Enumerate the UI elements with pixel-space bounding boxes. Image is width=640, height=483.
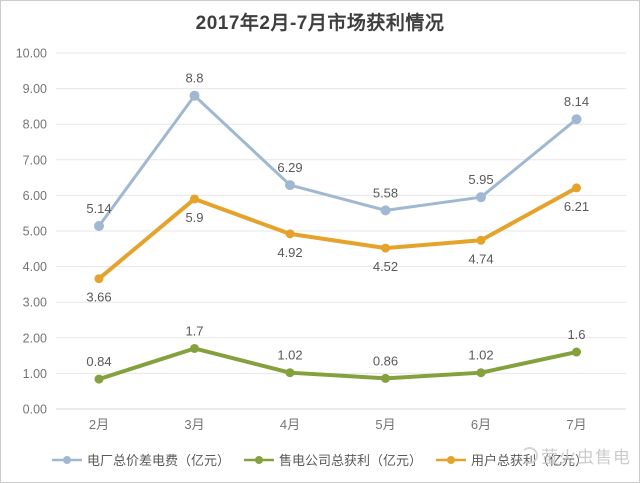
x-axis-category-label: 2月 — [89, 417, 109, 432]
data-point-marker — [476, 368, 486, 378]
legend-item-retailer-profit: 售电公司总获利（亿元） — [243, 450, 422, 469]
data-point-marker — [189, 90, 200, 101]
data-point-label: 8.8 — [185, 71, 203, 86]
y-axis-tick-label: 3.00 — [23, 296, 47, 310]
data-point-marker — [94, 374, 104, 384]
data-point-marker — [572, 347, 581, 357]
data-point-label: 0.84 — [86, 354, 111, 369]
data-point-marker — [476, 235, 486, 245]
y-axis-tick-label: 7.00 — [23, 153, 47, 167]
data-point-label: 4.92 — [277, 245, 302, 260]
data-point-label: 1.02 — [468, 348, 493, 363]
data-point-label: 5.9 — [185, 210, 203, 225]
data-point-label: 1.6 — [567, 327, 585, 342]
data-point-marker — [94, 274, 104, 284]
chart-title: 2017年2月-7月市场获利情况 — [195, 13, 445, 34]
data-point-label: 5.14 — [86, 201, 111, 216]
legend-label: 用户总获利（亿元） — [471, 453, 589, 468]
y-axis-tick-label: 8.00 — [23, 118, 47, 132]
series-line-0 — [97, 94, 578, 228]
data-point-label: 4.74 — [468, 251, 493, 266]
data-point-label: 0.86 — [373, 353, 398, 368]
y-axis-tick-label: 1.00 — [23, 367, 47, 381]
data-point-marker — [285, 229, 295, 239]
data-point-label: 1.7 — [185, 323, 203, 338]
data-point-label: 4.52 — [373, 259, 398, 274]
x-axis-category-label: 6月 — [471, 417, 491, 432]
data-point-marker — [572, 183, 581, 193]
data-point-marker — [380, 205, 391, 216]
legend-marker-line-dot-icon — [436, 455, 466, 464]
y-axis-tick-label: 0.00 — [23, 403, 47, 417]
data-point-label: 3.66 — [86, 290, 111, 305]
data-point-marker — [285, 180, 295, 191]
legend-item-user-profit: 用户总获利（亿元） — [436, 450, 588, 469]
data-point-label: 8.14 — [564, 94, 589, 109]
legend-item-plant-price-diff: 电厂总价差电费（亿元） — [51, 450, 230, 469]
data-point-marker — [94, 221, 104, 232]
legend-marker-line-dot-icon — [243, 455, 274, 464]
x-axis-category-label: 5月 — [375, 417, 395, 432]
data-point-marker — [190, 343, 199, 353]
y-axis-tick-label: 10.00 — [16, 47, 47, 61]
x-axis-category-label: 4月 — [280, 417, 300, 432]
legend-marker-line-dot-icon — [51, 455, 82, 464]
data-point-marker — [571, 114, 582, 125]
data-point-label: 5.58 — [373, 185, 398, 200]
data-point-label: 1.02 — [277, 348, 302, 363]
y-axis-tick-label: 9.00 — [23, 82, 47, 96]
y-axis-tick-label: 4.00 — [23, 260, 47, 274]
data-point-marker — [285, 368, 295, 378]
legend-label: 电厂总价差电费（亿元） — [86, 453, 230, 468]
data-point-marker — [476, 192, 486, 203]
chart-legend: 电厂总价差电费（亿元） 售电公司总获利（亿元） 用户总获利（亿元） — [1, 450, 639, 469]
y-axis-tick-label: 5.00 — [23, 225, 47, 239]
data-point-label: 6.29 — [277, 160, 302, 175]
data-point-marker — [381, 243, 390, 253]
series-line-2 — [97, 185, 579, 281]
data-point-marker — [190, 194, 199, 204]
x-axis-category-label: 3月 — [184, 417, 204, 432]
legend-label: 售电公司总获利（亿元） — [278, 453, 422, 468]
data-point-label: 6.21 — [564, 199, 589, 214]
data-point-label: 5.95 — [468, 172, 493, 187]
y-axis-tick-label: 6.00 — [23, 189, 47, 203]
series-line-1 — [97, 346, 579, 382]
x-axis-category-label: 7月 — [566, 417, 586, 432]
data-point-marker — [381, 373, 390, 383]
y-axis-tick-label: 2.00 — [23, 331, 47, 345]
